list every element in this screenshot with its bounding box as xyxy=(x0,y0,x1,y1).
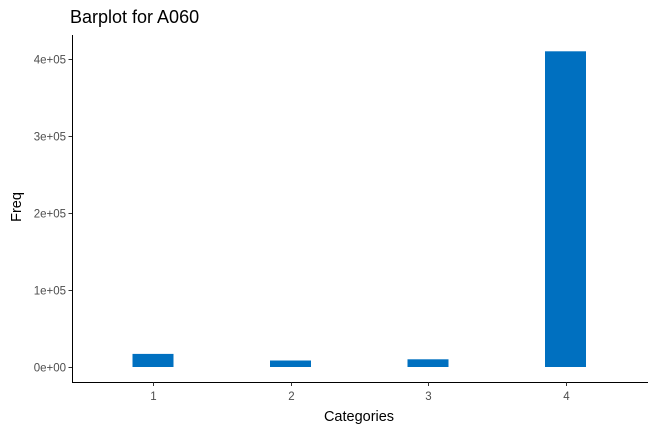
bar-category-1 xyxy=(132,353,174,367)
y-tick-label: 4e+05 xyxy=(34,55,66,67)
y-tick-label: 1e+05 xyxy=(34,286,66,298)
x-tick-label: 1 xyxy=(150,391,156,403)
y-axis-title: Freq xyxy=(9,192,25,222)
y-tick-label: 3e+05 xyxy=(34,132,66,144)
bar-category-4 xyxy=(545,51,586,368)
bar-category-3 xyxy=(407,359,449,367)
y-axis-ticks: 0e+00 1e+05 2e+05 3e+05 4e+05 xyxy=(34,55,72,375)
y-tick-label: 2e+05 xyxy=(34,209,66,221)
x-axis-ticks: 1 2 3 4 xyxy=(150,382,570,403)
x-tick-label: 3 xyxy=(425,391,431,403)
x-tick-label: 4 xyxy=(563,391,570,403)
bars-group xyxy=(132,51,586,368)
x-tick-label: 2 xyxy=(288,391,294,403)
y-tick-label: 0e+00 xyxy=(34,363,66,375)
x-axis-title: Categories xyxy=(324,409,394,425)
chart-title: Barplot for A060 xyxy=(70,7,199,27)
bar-category-2 xyxy=(270,360,311,367)
